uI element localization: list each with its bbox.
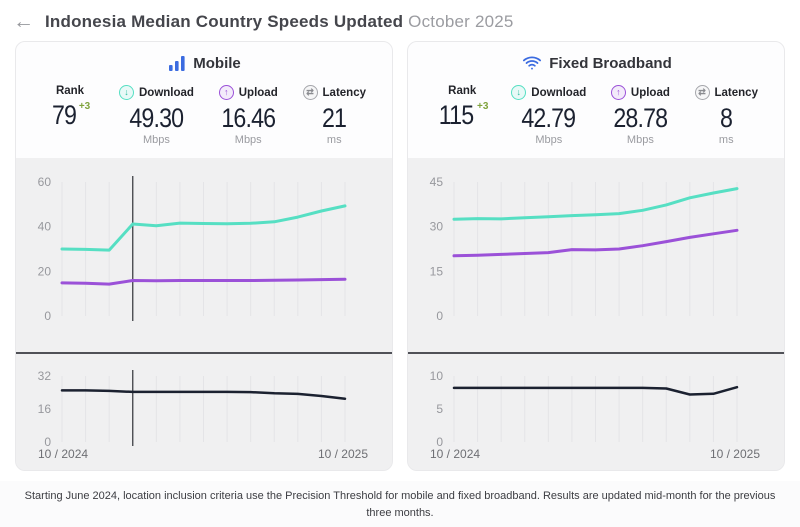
fixed-speed-chart[interactable]: 0 15 30 45 [408,158,784,352]
svg-text:40: 40 [38,220,52,234]
latency-circle-icon: ⇄ [302,85,318,100]
rank-value: 115 [438,100,474,130]
latency-label: Latency [322,86,366,99]
fixed-stats: Rank 115 +3 ↓ Download 42.79 Mbps ↑ Upload … [436,85,758,147]
x-start-label: 10 / 2024 [430,447,481,462]
page-header: ← Indonesia Median Country Speeds Update… [0,0,800,41]
mobile-chart-divider [16,352,392,355]
svg-text:32: 32 [38,369,52,383]
x-end-label: 10 / 2025 [317,447,368,462]
download-value: 42.79 [521,103,577,133]
svg-text:0: 0 [436,435,443,446]
fixed-chart-divider [408,352,784,355]
wifi-icon [522,56,542,71]
fixed-card-header: Fixed Broadband Rank 115 +3 ↓ Download 42.… [408,42,784,159]
back-arrow-icon[interactable]: ← [13,10,34,33]
mobile-card-header: Mobile Rank 79 +3 ↓ Download 49.30 Mbps ↑ U… [16,42,392,159]
fixed-latency-stat: ⇄ Latency 8 ms [694,85,758,147]
footer-note: Starting June 2024, location inclusion c… [24,490,776,519]
svg-text:45: 45 [430,175,444,189]
upload-circle-icon: ↑ [610,85,626,100]
svg-text:16: 16 [38,402,52,416]
x-end-label: 10 / 2025 [709,447,760,462]
page-title-text: Indonesia Median Country Speeds Updated [45,11,404,31]
rank-label: Rank [448,85,477,97]
svg-text:0: 0 [44,435,51,446]
upload-circle-icon: ↑ [218,85,234,100]
upload-label: Upload [238,86,278,99]
svg-text:10: 10 [430,369,444,383]
svg-text:20: 20 [38,265,52,279]
svg-text:15: 15 [430,265,444,279]
latency-label: Latency [714,86,758,99]
fixed-latency-chart[interactable]: 0 5 10 [408,354,784,446]
page-title-date: October 2025 [408,11,514,31]
mobile-stats: Rank 79 +3 ↓ Download 49.30 Mbps ↑ Upload 1… [44,85,366,147]
download-value: 49.30 [129,103,185,133]
fixed-charts: 0 15 30 45 0 5 10 10 / 2024 10 / 2025 [408,158,784,471]
rank-value: 79 [51,100,77,130]
svg-text:5: 5 [436,402,443,416]
latency-unit: ms [326,134,342,147]
mobile-speed-download-line [60,204,347,252]
svg-text:0: 0 [44,309,51,323]
mobile-download-stat: ↓ Download 49.30 Mbps [119,85,194,147]
mobile-upload-stat: ↑ Upload 16.46 Mbps [217,85,280,147]
fixed-speed-upload-line [452,229,739,258]
cards-container: Mobile Rank 79 +3 ↓ Download 49.30 Mbps ↑ U… [0,41,800,472]
page-title: Indonesia Median Country Speeds Updated … [45,12,514,32]
x-start-label: 10 / 2024 [38,447,89,462]
download-label: Download [531,86,587,99]
mobile-x-axis-labels: 10 / 2024 10 / 2025 [16,446,392,470]
fixed-card-title: Fixed Broadband [549,55,672,72]
svg-text:0: 0 [436,309,443,323]
rank-delta-badge: +3 [78,101,91,112]
download-circle-icon: ↓ [119,85,134,100]
upload-unit: Mbps [234,134,262,147]
fixed-rank-stat: Rank 115 +3 [436,85,489,147]
download-unit: Mbps [143,134,170,147]
rank-delta-badge: +3 [477,101,489,112]
svg-text:60: 60 [38,175,52,189]
mobile-latency-latency-line [60,389,347,401]
mobile-card: Mobile Rank 79 +3 ↓ Download 49.30 Mbps ↑ U… [15,41,393,472]
fixed-x-axis-labels: 10 / 2024 10 / 2025 [408,446,784,470]
mobile-speed-chart[interactable]: 0 20 40 60 [16,158,392,352]
download-label: Download [139,86,194,99]
latency-value: 21 [322,103,347,133]
mobile-card-title: Mobile [193,55,241,72]
latency-circle-icon: ⇄ [694,85,710,100]
mobile-card-title-row: Mobile [44,55,366,85]
fixed-upload-stat: ↑ Upload 28.78 Mbps [609,85,672,147]
page-footer: Starting June 2024, location inclusion c… [0,481,800,527]
mobile-rank-stat: Rank 79 +3 [44,85,96,147]
mobile-latency-stat: ⇄ Latency 21 ms [302,85,366,147]
mobile-speed-upload-line [60,278,347,286]
fixed-card-title-row: Fixed Broadband [436,55,758,85]
fixed-broadband-card: Fixed Broadband Rank 115 +3 ↓ Download 42.… [407,41,785,472]
fixed-latency-latency-line [452,386,739,397]
mobile-signal-bars-icon [169,56,186,71]
download-circle-icon: ↓ [511,85,527,100]
fixed-download-stat: ↓ Download 42.79 Mbps [511,85,586,147]
latency-value: 8 [720,103,733,133]
svg-text:30: 30 [430,220,444,234]
mobile-charts: 0 20 40 60 0 16 32 10 / 2024 10 / 2025 [16,158,392,471]
latency-unit: ms [718,134,734,147]
upload-label: Upload [630,86,670,99]
upload-value: 16.46 [221,103,276,133]
download-unit: Mbps [535,134,563,147]
upload-unit: Mbps [626,134,654,147]
mobile-latency-chart[interactable]: 0 16 32 [16,354,392,447]
fixed-speed-download-line [452,187,739,222]
rank-label: Rank [55,85,85,97]
upload-value: 28.78 [613,103,668,133]
